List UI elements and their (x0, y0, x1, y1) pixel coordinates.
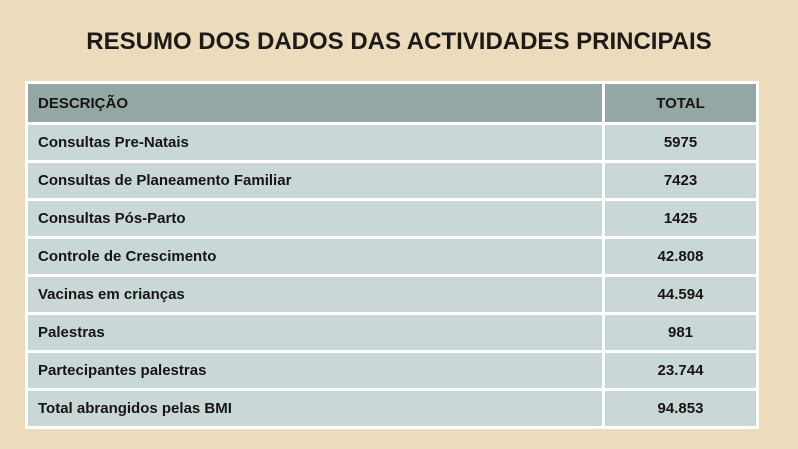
cell-total: 94.853 (605, 391, 756, 426)
cell-description: Vacinas em crianças (28, 277, 602, 312)
cell-total: 42.808 (605, 239, 756, 274)
cell-total: 981 (605, 315, 756, 350)
summary-table-wrapper: DESCRIÇÃO TOTAL Consultas Pre-Natais 597… (25, 81, 759, 429)
cell-description: Palestras (28, 315, 602, 350)
cell-total: 5975 (605, 125, 756, 160)
cell-total: 1425 (605, 201, 756, 236)
cell-description: Consultas Pre-Natais (28, 125, 602, 160)
page-title: RESUMO DOS DADOS DAS ACTIVIDADES PRINCIP… (86, 28, 712, 55)
cell-total: 23.744 (605, 353, 756, 388)
table-row: Controle de Crescimento 42.808 (28, 239, 756, 274)
column-header-total: TOTAL (605, 84, 756, 122)
table-row: Palestras 981 (28, 315, 756, 350)
cell-total: 44.594 (605, 277, 756, 312)
cell-description: Consultas Pós-Parto (28, 201, 602, 236)
cell-description: Partecipantes palestras (28, 353, 602, 388)
table-row: Partecipantes palestras 23.744 (28, 353, 756, 388)
cell-total: 7423 (605, 163, 756, 198)
table-row: Consultas Pre-Natais 5975 (28, 125, 756, 160)
cell-description: Total abrangidos pelas BMI (28, 391, 602, 426)
cell-description: Controle de Crescimento (28, 239, 602, 274)
column-header-description: DESCRIÇÃO (28, 84, 602, 122)
table-row: Total abrangidos pelas BMI 94.853 (28, 391, 756, 426)
summary-table: DESCRIÇÃO TOTAL Consultas Pre-Natais 597… (25, 81, 759, 429)
cell-description: Consultas de Planeamento Familiar (28, 163, 602, 198)
table-row: Consultas de Planeamento Familiar 7423 (28, 163, 756, 198)
table-row: Consultas Pós-Parto 1425 (28, 201, 756, 236)
table-row: Vacinas em crianças 44.594 (28, 277, 756, 312)
table-header-row: DESCRIÇÃO TOTAL (28, 84, 756, 122)
